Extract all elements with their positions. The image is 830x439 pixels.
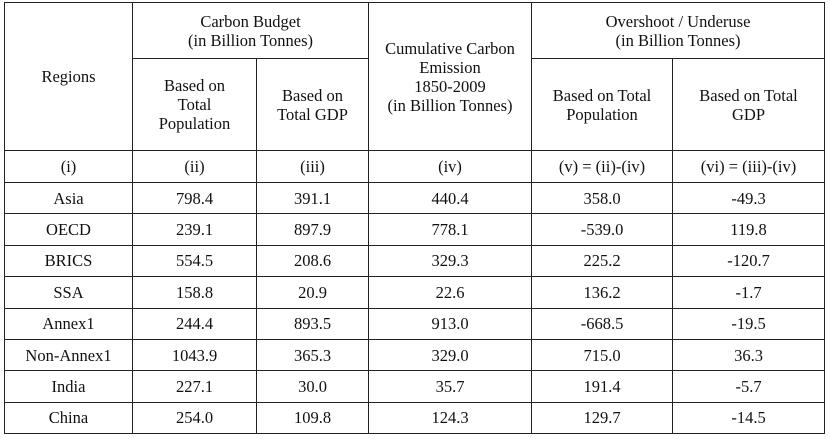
overshoot-population-cell: 358.0 [531,181,674,215]
cumulative-emission-cell: 440.4 [368,181,533,215]
index-cell: (vi) = (iii)-(iv) [672,150,826,183]
overshoot-population-cell: -668.5 [531,307,674,340]
table-row: Annex1 244.4 893.5 913.0 -668.5 -19.5 [4,307,826,340]
overshoot-population-header: Based on Total Population [531,58,674,151]
index-cell: (iii) [255,150,370,183]
cumulative-emission-header: Cumulative Carbon Emission 1850-2009 (in… [368,2,533,151]
budget-population-cell: 254.0 [132,401,257,435]
region-cell: SSA [4,276,133,309]
region-cell: Annex1 [4,307,133,340]
overshoot-gdp-cell: -49.3 [672,181,826,215]
cumulative-emission-cell: 778.1 [368,213,533,246]
region-cell: BRICS [4,244,133,278]
index-cell: (i) [4,150,133,183]
budget-population-cell: 158.8 [132,276,257,309]
overshoot-header: Overshoot / Underuse (in Billion Tonnes) [531,2,826,59]
cumulative-emission-cell: 124.3 [368,401,533,435]
cumulative-emission-cell: 35.7 [368,370,533,403]
overshoot-population-cell: 715.0 [531,338,674,372]
cumulative-emission-cell: 329.0 [368,338,533,372]
region-cell: Non-Annex1 [4,338,133,372]
budget-population-cell: 1043.9 [132,338,257,372]
overshoot-population-cell: 129.7 [531,401,674,435]
budget-population-cell: 244.4 [132,307,257,340]
region-cell: OECD [4,213,133,246]
region-cell: China [4,401,133,435]
overshoot-gdp-cell: -120.7 [672,244,826,278]
overshoot-gdp-cell: -1.7 [672,276,826,309]
budget-gdp-cell: 893.5 [255,307,370,340]
cumulative-emission-cell: 329.3 [368,244,533,278]
table-row: Non-Annex1 1043.9 365.3 329.0 715.0 36.3 [4,338,826,372]
cumulative-emission-cell: 913.0 [368,307,533,340]
table-row: BRICS 554.5 208.6 329.3 225.2 -120.7 [4,244,826,278]
overshoot-population-cell: 191.4 [531,370,674,403]
budget-population-cell: 239.1 [132,213,257,246]
budget-gdp-cell: 897.9 [255,213,370,246]
budget-gdp-cell: 391.1 [255,181,370,215]
table-row: India 227.1 30.0 35.7 191.4 -5.7 [4,370,826,403]
carbon-budget-header: Carbon Budget (in Billion Tonnes) [131,2,370,59]
budget-population-cell: 227.1 [132,370,257,403]
budget-population-cell: 798.4 [132,181,257,215]
region-cell: India [4,370,133,403]
budget-gdp-cell: 20.9 [255,276,370,309]
overshoot-population-cell: 225.2 [531,244,674,278]
index-cell: (v) = (ii)-(iv) [531,150,674,183]
overshoot-gdp-cell: -5.7 [672,370,826,403]
table-row: Asia 798.4 391.1 440.4 358.0 -49.3 [4,181,826,215]
overshoot-gdp-cell: 119.8 [672,213,826,246]
overshoot-gdp-header: Based on Total GDP [672,58,826,151]
index-cell: (ii) [132,150,257,183]
budget-population-cell: 554.5 [132,244,257,278]
budget-gdp-cell: 365.3 [255,338,370,372]
data-body: Asia 798.4 391.1 440.4 358.0 -49.3 OECD 239.1 89… [4,181,826,435]
regions-header: Regions [4,2,133,151]
table-row: SSA 158.8 20.9 22.6 136.2 -1.7 [4,276,826,309]
budget-population-header: Based on Total Population [132,58,257,151]
table-row: China 254.0 109.8 124.3 129.7 -14.5 [4,401,826,435]
budget-gdp-cell: 30.0 [255,370,370,403]
index-cell: (iv) [368,150,533,183]
carbon-budget-table: Regions Carbon Budget (in Billion Tonnes… [4,2,826,435]
region-cell: Asia [4,181,133,215]
budget-gdp-cell: 208.6 [255,244,370,278]
index-row: (i) (ii) (iii) (iv) (v) = (ii)-(iv) (vi)… [4,150,826,183]
budget-gdp-cell: 109.8 [255,401,370,435]
header-group-row: Regions Carbon Budget (in Billion Tonnes… [4,2,826,151]
budget-gdp-header: Based on Total GDP [255,58,370,151]
cumulative-emission-cell: 22.6 [368,276,533,309]
overshoot-gdp-cell: -19.5 [672,307,826,340]
overshoot-gdp-cell: -14.5 [672,401,826,435]
overshoot-population-cell: 136.2 [531,276,674,309]
overshoot-population-cell: -539.0 [531,213,674,246]
table-row: OECD 239.1 897.9 778.1 -539.0 119.8 [4,213,826,246]
overshoot-gdp-cell: 36.3 [672,338,826,372]
